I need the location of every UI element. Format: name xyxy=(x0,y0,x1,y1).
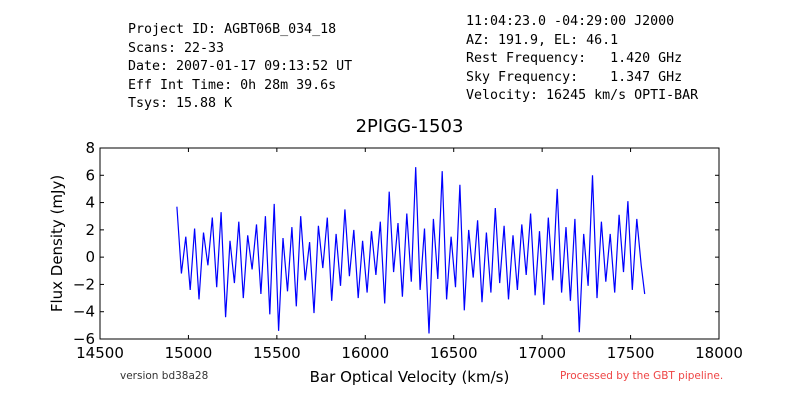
plot-frame xyxy=(99,147,720,340)
date: Date: 2007-01-17 09:13:52 UT xyxy=(128,59,353,74)
series-line-0 xyxy=(176,167,646,334)
x-tick-label: 14500 xyxy=(76,344,124,362)
coordinates: 11:04:23.0 -04:29:00 J2000 xyxy=(466,14,675,29)
x-tick-label: 15000 xyxy=(165,344,213,362)
rest-frequency: Rest Frequency: 1.420 GHz xyxy=(466,51,683,66)
y-tick-label: −4 xyxy=(73,303,95,321)
observation-info-right: 11:04:23.0 -04:29:00 J2000 AZ: 191.9, EL… xyxy=(466,13,698,106)
y-tick-label: 4 xyxy=(85,194,95,212)
x-tick-label: 18000 xyxy=(695,344,743,362)
tsys: Tsys: 15.88 K xyxy=(128,96,233,111)
x-tick-label: 17500 xyxy=(607,344,655,362)
x-tick-label: 16500 xyxy=(430,344,478,362)
project-id: Project ID: AGBT06B_034_18 xyxy=(128,22,337,37)
version-label: version bd38a28 xyxy=(120,370,209,382)
observation-info-left: Project ID: AGBT06B_034_18 Scans: 22-33 … xyxy=(128,21,352,114)
y-tick-label: 2 xyxy=(85,221,95,239)
az-el: AZ: 191.9, EL: 46.1 xyxy=(466,32,619,48)
y-axis-label: Flux Density (mJy) xyxy=(48,175,66,312)
y-tick-label: 8 xyxy=(85,139,95,157)
sky-frequency: Sky Frequency: 1.347 GHz xyxy=(466,69,683,85)
x-tick-label: 15500 xyxy=(253,344,301,362)
eff-int-time: Eff Int Time: 0h 28m 39.6s xyxy=(128,77,337,93)
y-tick-label: −6 xyxy=(73,330,95,348)
y-tick-label: 0 xyxy=(85,248,95,266)
x-axis-label: Bar Optical Velocity (km/s) xyxy=(310,368,510,386)
y-tick-label: 6 xyxy=(85,166,95,184)
chart-title: 2PIGG-1503 xyxy=(355,116,464,137)
x-tick-label: 16000 xyxy=(341,344,389,362)
y-tick-label: −2 xyxy=(73,275,95,293)
velocity: Velocity: 16245 km/s OPTI-BAR xyxy=(466,88,699,103)
x-tick-label: 17000 xyxy=(518,344,566,362)
scans: Scans: 22-33 xyxy=(128,40,225,56)
pipeline-label: Processed by the GBT pipeline. xyxy=(560,370,724,382)
